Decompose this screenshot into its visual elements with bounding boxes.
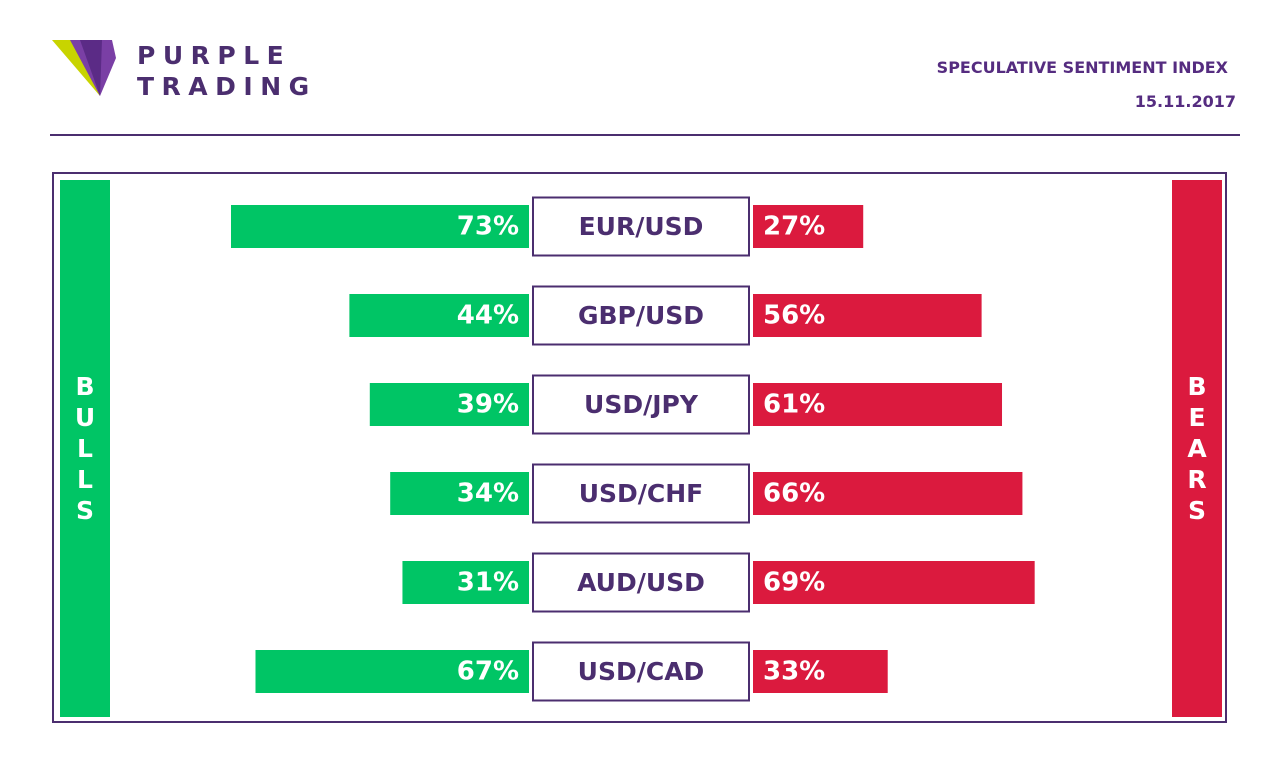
brand-name: PURPLE TRADING [137, 40, 317, 102]
bears-letter: A [1187, 434, 1207, 463]
report-date: 15.11.2017 [1134, 92, 1236, 111]
bears-bar [753, 294, 982, 337]
header-divider [50, 134, 1240, 136]
currency-pair-box [532, 641, 750, 702]
bulls-value-label: 44% [457, 301, 519, 331]
bulls-label-column: B U L L S [60, 180, 110, 717]
currency-pair-label: USD/CHF [579, 479, 704, 508]
currency-pair-box [532, 374, 750, 435]
bears-label-column: B E A R S [1172, 180, 1222, 717]
bears-value-label: 56% [763, 301, 825, 331]
bulls-bar [255, 650, 529, 693]
bears-value-label: 66% [763, 479, 825, 509]
bulls-value-label: 31% [457, 568, 519, 598]
bulls-bar [390, 472, 529, 515]
chart-frame [52, 172, 1227, 723]
bears-letter: S [1187, 496, 1206, 525]
currency-pair-box [532, 196, 750, 257]
bears-value-label: 27% [763, 212, 825, 242]
currency-pair-label: USD/JPY [584, 390, 699, 419]
currency-pair-box [532, 285, 750, 346]
bulls-value-label: 34% [457, 479, 519, 509]
bears-letter: R [1187, 465, 1207, 494]
bulls-bar [231, 205, 529, 248]
brand-line-2: TRADING [137, 72, 317, 101]
brand-line-1: PURPLE [137, 41, 292, 70]
bears-letter: E [1188, 403, 1206, 432]
bears-bar [753, 650, 888, 693]
bulls-value-label: 73% [457, 212, 519, 242]
bears-value-label: 33% [763, 657, 825, 687]
currency-pair-label: AUD/USD [577, 568, 705, 597]
bears-bar [753, 561, 1035, 604]
header: PURPLE TRADING SPECULATIVE SENTIMENT IND… [0, 0, 1280, 140]
bears-letter: B [1187, 372, 1207, 401]
bulls-letter: B [75, 372, 95, 401]
bulls-letter: S [75, 496, 94, 525]
currency-pair-label: GBP/USD [578, 301, 704, 330]
bears-value-label: 61% [763, 390, 825, 420]
bulls-value-label: 67% [457, 657, 519, 687]
bears-bar [753, 472, 1023, 515]
bulls-bar [349, 294, 529, 337]
bears-bar [753, 383, 1003, 426]
currency-pair-box [532, 463, 750, 524]
bulls-letter: U [74, 403, 96, 432]
currency-pair-label: EUR/USD [579, 212, 704, 241]
bulls-letter: L [77, 434, 93, 463]
bulls-bar [369, 383, 529, 426]
bears-value-label: 69% [763, 568, 825, 598]
page-title: SPECULATIVE SENTIMENT INDEX [936, 58, 1228, 77]
currency-pair-box [532, 552, 750, 613]
bears-bar [753, 205, 864, 248]
purple-trading-logo-icon [52, 40, 116, 96]
bulls-value-label: 39% [457, 390, 519, 420]
bulls-letter: L [77, 465, 93, 494]
currency-pair-label: USD/CAD [578, 657, 705, 686]
bulls-bar [402, 561, 529, 604]
